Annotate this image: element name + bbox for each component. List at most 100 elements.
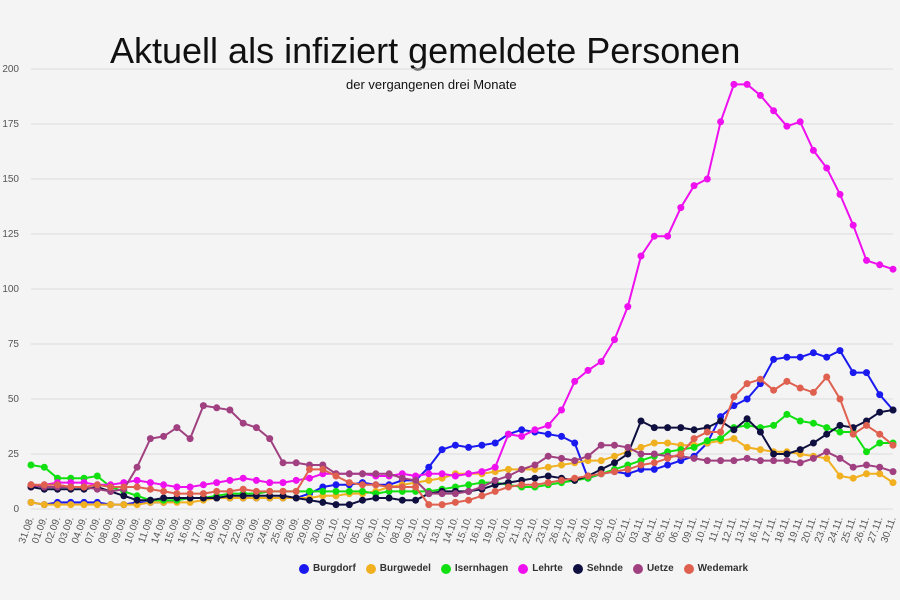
data-point[interactable] (770, 450, 778, 458)
data-point[interactable] (650, 424, 658, 432)
data-point[interactable] (863, 470, 870, 478)
data-point[interactable] (239, 492, 247, 500)
data-point[interactable] (160, 494, 168, 502)
data-point[interactable] (836, 472, 844, 480)
data-point[interactable] (146, 485, 154, 493)
data-point[interactable] (823, 454, 831, 462)
data-point[interactable] (544, 430, 552, 438)
data-point[interactable] (624, 303, 632, 311)
data-point[interactable] (637, 252, 645, 260)
data-point[interactable] (703, 428, 711, 436)
data-point[interactable] (120, 501, 128, 509)
data-point[interactable] (637, 417, 645, 425)
data-point[interactable] (796, 417, 804, 425)
data-point[interactable] (823, 164, 831, 172)
data-point[interactable] (717, 428, 725, 436)
data-point[interactable] (398, 496, 406, 504)
data-point[interactable] (783, 353, 791, 361)
data-point[interactable] (491, 463, 499, 471)
data-point[interactable] (226, 476, 234, 484)
data-point[interactable] (863, 461, 870, 469)
data-point[interactable] (836, 428, 844, 436)
data-point[interactable] (425, 501, 433, 509)
data-point[interactable] (438, 470, 446, 478)
data-point[interactable] (783, 457, 791, 465)
legend-item[interactable]: Uetze (632, 563, 674, 574)
data-point[interactable] (266, 435, 274, 443)
data-point[interactable] (677, 450, 685, 458)
data-point[interactable] (120, 492, 128, 500)
data-point[interactable] (889, 479, 897, 487)
data-point[interactable] (292, 476, 300, 484)
data-point[interactable] (173, 483, 181, 491)
data-point[interactable] (372, 470, 380, 478)
data-point[interactable] (465, 470, 473, 478)
data-point[interactable] (611, 468, 618, 476)
data-point[interactable] (478, 483, 486, 491)
data-point[interactable] (531, 474, 539, 482)
data-point[interactable] (451, 490, 459, 498)
data-point[interactable] (876, 408, 884, 416)
legend-item[interactable]: Sehnde (572, 563, 623, 574)
data-point[interactable] (67, 483, 75, 491)
data-point[interactable] (133, 496, 141, 504)
data-point[interactable] (319, 498, 327, 506)
data-point[interactable] (478, 492, 486, 500)
data-point[interactable] (359, 496, 366, 504)
data-point[interactable] (730, 393, 738, 401)
data-point[interactable] (849, 221, 857, 229)
data-point[interactable] (40, 463, 48, 471)
data-point[interactable] (889, 406, 897, 414)
data-point[interactable] (478, 468, 486, 476)
data-point[interactable] (664, 232, 672, 240)
data-point[interactable] (332, 501, 340, 509)
legend-item[interactable]: Isernhagen (440, 563, 508, 574)
data-point[interactable] (160, 481, 168, 489)
data-point[interactable] (292, 494, 300, 502)
data-point[interactable] (160, 487, 168, 495)
data-point[interactable] (876, 430, 884, 438)
data-point[interactable] (717, 457, 725, 465)
data-point[interactable] (690, 182, 698, 190)
data-point[interactable] (823, 448, 831, 456)
data-point[interactable] (783, 450, 791, 458)
data-point[interactable] (306, 474, 313, 482)
data-point[interactable] (319, 465, 327, 473)
data-point[interactable] (650, 450, 658, 458)
data-point[interactable] (451, 498, 459, 506)
data-point[interactable] (809, 146, 817, 154)
data-point[interactable] (796, 384, 804, 392)
data-point[interactable] (863, 421, 870, 429)
data-point[interactable] (544, 421, 552, 429)
data-point[interactable] (836, 347, 844, 355)
data-point[interactable] (40, 501, 48, 509)
data-point[interactable] (491, 476, 499, 484)
data-point[interactable] (823, 430, 831, 438)
data-point[interactable] (611, 459, 618, 467)
data-point[interactable] (120, 483, 128, 491)
data-point[interactable] (266, 487, 274, 495)
data-point[interactable] (717, 417, 725, 425)
data-point[interactable] (756, 457, 764, 465)
data-point[interactable] (650, 439, 658, 447)
data-point[interactable] (597, 358, 605, 366)
data-point[interactable] (252, 424, 260, 432)
data-point[interactable] (664, 454, 672, 462)
data-point[interactable] (27, 481, 35, 489)
data-point[interactable] (80, 501, 88, 509)
data-point[interactable] (743, 380, 751, 388)
data-point[interactable] (107, 483, 115, 491)
data-point[interactable] (544, 479, 552, 487)
data-point[interactable] (226, 406, 234, 414)
legend-item[interactable]: Lehrte (518, 563, 563, 574)
data-point[interactable] (558, 454, 565, 462)
data-point[interactable] (438, 490, 446, 498)
data-point[interactable] (637, 450, 645, 458)
data-point[interactable] (624, 450, 632, 458)
data-point[interactable] (451, 472, 459, 480)
data-point[interactable] (849, 474, 857, 482)
data-point[interactable] (199, 490, 207, 498)
data-point[interactable] (146, 479, 154, 487)
data-point[interactable] (876, 391, 884, 399)
data-point[interactable] (345, 479, 353, 487)
